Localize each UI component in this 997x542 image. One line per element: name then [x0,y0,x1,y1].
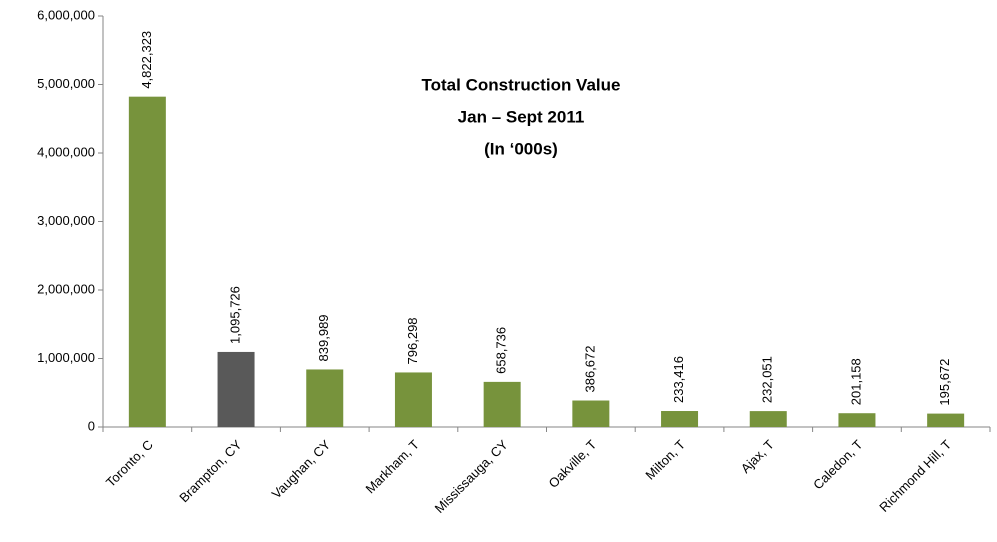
data-label: 195,672 [937,359,952,406]
x-tick-label: Brampton, CY [176,437,245,506]
x-tick-label: Richmond Hill, T [876,437,954,515]
bar [128,96,166,428]
y-tick-label: 5,000,000 [37,76,95,91]
x-tick-label: Mississauga, CY [432,437,511,516]
bar [483,381,521,427]
x-tick-label: Ajax, T [738,437,777,476]
bar [838,413,876,427]
data-label: 232,051 [760,356,775,403]
bar [394,372,432,427]
bar [217,351,255,427]
x-tick-label: Milton, T [642,437,688,483]
data-label: 386,672 [582,346,597,393]
y-tick-label: 6,000,000 [37,7,95,22]
x-tick-label: Toronto, C [103,437,156,490]
bar [306,369,344,427]
data-label: 1,095,726 [227,286,242,344]
chart-title: Total Construction Value [422,75,621,94]
data-label: 201,158 [848,358,863,405]
x-tick-label: Oakville, T [546,437,600,491]
data-label: 796,298 [405,317,420,364]
bar [572,400,610,427]
chart-title: Jan – Sept 2011 [458,107,585,126]
x-tick-label: Markham, T [363,437,423,497]
bar [661,411,699,427]
chart-title: (In ‘000s) [484,139,558,158]
x-tick-label: Vaughan, CY [269,437,334,502]
data-label: 233,416 [671,356,686,403]
y-tick-label: 0 [88,418,95,433]
x-tick-label: Caledon, T [810,437,865,492]
bar [749,411,787,427]
data-label: 839,989 [316,314,331,361]
y-tick-label: 2,000,000 [37,281,95,296]
data-label: 658,736 [494,327,509,374]
y-tick-label: 3,000,000 [37,213,95,228]
data-label: 4,822,323 [139,31,154,89]
bar [927,413,965,427]
y-tick-label: 1,000,000 [37,350,95,365]
y-tick-label: 4,000,000 [37,144,95,159]
